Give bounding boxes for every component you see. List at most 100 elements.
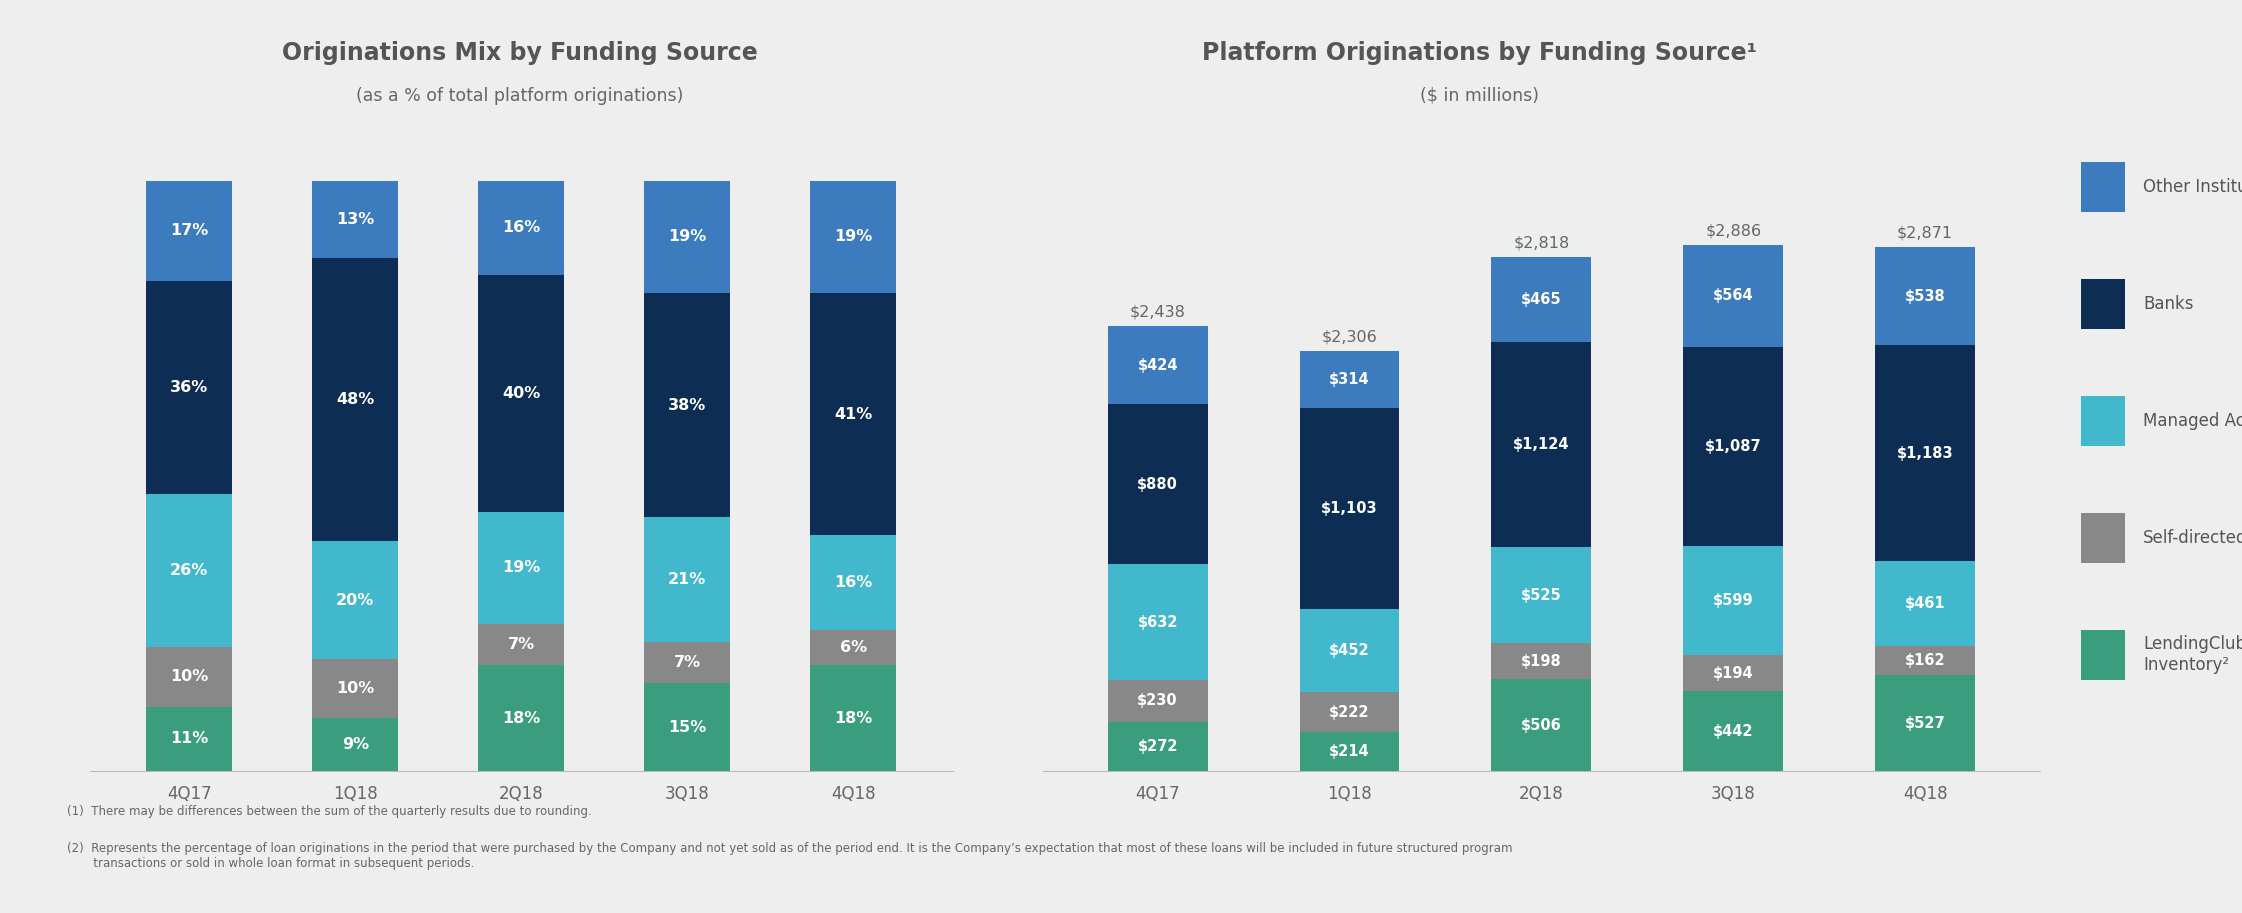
Bar (312, 257, 399, 541)
Bar (1300, 732, 1399, 771)
Bar (146, 707, 233, 771)
Bar (1108, 326, 1208, 404)
Bar (643, 683, 731, 771)
Text: ($ in millions): ($ in millions) (1419, 87, 1540, 105)
Text: $506: $506 (1520, 718, 1563, 733)
Text: 15%: 15% (668, 719, 706, 735)
Bar (146, 181, 233, 281)
Text: $214: $214 (1330, 744, 1370, 760)
Text: Platform Originations by Funding Source¹: Platform Originations by Funding Source¹ (1202, 41, 1758, 65)
Text: $525: $525 (1520, 587, 1563, 603)
Bar (478, 624, 565, 666)
Bar (1684, 348, 1782, 546)
Text: 19%: 19% (502, 561, 540, 575)
Bar (1300, 408, 1399, 609)
Bar (478, 275, 565, 511)
Text: Self-directed: Self-directed (2143, 529, 2242, 547)
Text: 10%: 10% (170, 669, 209, 685)
Bar (1108, 680, 1208, 722)
Bar (312, 659, 399, 719)
Bar (1300, 692, 1399, 732)
Text: $1,124: $1,124 (1513, 437, 1569, 452)
Bar (1491, 341, 1592, 547)
Bar (1874, 645, 1975, 676)
Bar (643, 181, 731, 293)
Bar (1491, 257, 1592, 341)
Bar (1108, 404, 1208, 564)
Text: $2,306: $2,306 (1321, 330, 1377, 344)
Text: $222: $222 (1330, 705, 1370, 719)
Bar (1300, 609, 1399, 692)
Text: 13%: 13% (336, 212, 374, 226)
Text: 11%: 11% (170, 731, 209, 747)
Bar (312, 541, 399, 659)
Text: Other Institutional: Other Institutional (2143, 178, 2242, 196)
Text: $465: $465 (1520, 292, 1563, 307)
Bar (1684, 656, 1782, 691)
Text: $2,438: $2,438 (1130, 305, 1186, 320)
Bar (1108, 722, 1208, 771)
Text: $527: $527 (1906, 716, 1946, 731)
Text: 16%: 16% (834, 575, 872, 590)
Text: 17%: 17% (170, 224, 209, 238)
Bar (1491, 643, 1592, 679)
Bar (809, 666, 897, 771)
Bar (643, 518, 731, 642)
Text: (2)  Represents the percentage of loan originations in the period that were purc: (2) Represents the percentage of loan or… (67, 842, 1513, 870)
Text: $442: $442 (1713, 724, 1753, 739)
Text: $461: $461 (1906, 596, 1946, 611)
Text: LendingClub
Inventory²: LendingClub Inventory² (2143, 635, 2242, 674)
Text: 6%: 6% (841, 640, 868, 655)
Bar (809, 181, 897, 293)
Bar (1874, 247, 1975, 345)
Bar (312, 719, 399, 771)
Text: $880: $880 (1137, 477, 1177, 491)
Text: 9%: 9% (341, 738, 370, 752)
Text: $1,103: $1,103 (1321, 501, 1379, 516)
Bar (478, 666, 565, 771)
Bar (1300, 351, 1399, 408)
Text: 16%: 16% (502, 220, 540, 236)
Text: 10%: 10% (336, 681, 374, 697)
Bar (1874, 345, 1975, 561)
Text: $564: $564 (1713, 289, 1753, 303)
Bar (809, 535, 897, 630)
Text: 20%: 20% (336, 593, 374, 608)
Bar (312, 181, 399, 257)
Bar (478, 511, 565, 624)
Text: $230: $230 (1137, 693, 1177, 708)
Text: $424: $424 (1137, 358, 1177, 373)
Bar (643, 293, 731, 518)
Bar (1684, 691, 1782, 771)
Bar (146, 494, 233, 647)
Bar (1684, 546, 1782, 656)
Bar (1491, 679, 1592, 771)
Text: $2,886: $2,886 (1706, 223, 1762, 238)
Text: 7%: 7% (673, 655, 702, 670)
Bar (1491, 547, 1592, 643)
Text: 7%: 7% (507, 637, 536, 652)
Text: $2,871: $2,871 (1897, 226, 1953, 241)
Text: 19%: 19% (834, 229, 872, 245)
Text: $538: $538 (1906, 289, 1946, 304)
Text: 26%: 26% (170, 563, 209, 578)
Bar (1874, 676, 1975, 771)
Text: Managed Accounts: Managed Accounts (2143, 412, 2242, 430)
Text: Originations Mix by Funding Source: Originations Mix by Funding Source (282, 41, 758, 65)
Bar (1108, 564, 1208, 680)
Text: 41%: 41% (834, 406, 872, 422)
Bar (146, 647, 233, 707)
Bar (1684, 245, 1782, 348)
Text: 18%: 18% (834, 711, 872, 726)
Text: $2,818: $2,818 (1513, 236, 1569, 250)
Bar (146, 281, 233, 494)
Text: $1,087: $1,087 (1704, 439, 1762, 455)
Text: 38%: 38% (668, 398, 706, 413)
Text: 21%: 21% (668, 572, 706, 587)
Text: $452: $452 (1330, 643, 1370, 658)
Text: $1,183: $1,183 (1897, 446, 1953, 461)
Bar (643, 642, 731, 683)
Text: $194: $194 (1713, 666, 1753, 680)
Text: 40%: 40% (502, 386, 540, 401)
Bar (1874, 561, 1975, 645)
